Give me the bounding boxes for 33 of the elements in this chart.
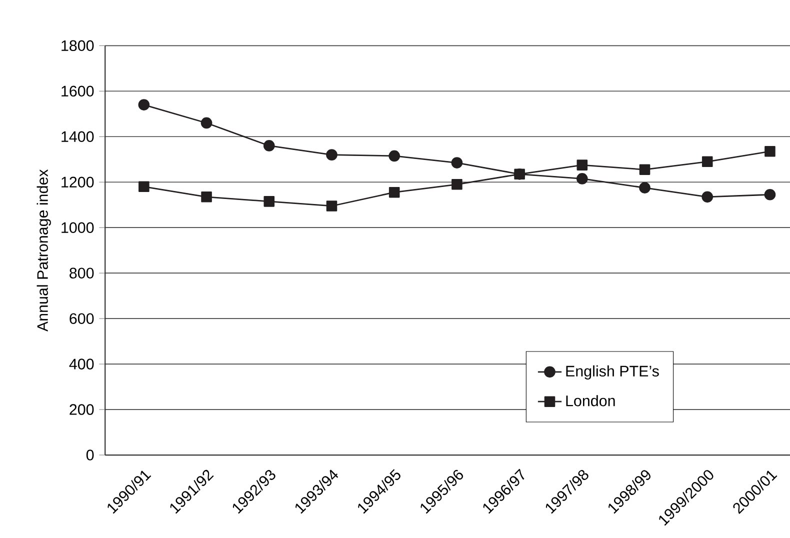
- point: [388, 186, 400, 198]
- point: [326, 149, 338, 160]
- y-tick-label: 1400: [62, 131, 94, 142]
- y-tick-label: 0: [86, 450, 94, 460]
- point: [388, 150, 400, 162]
- point: [263, 140, 275, 152]
- y-tick-label: 800: [70, 268, 94, 278]
- y-tick-label: 200: [70, 404, 94, 415]
- y-tick-label: 1800: [62, 40, 94, 52]
- point: [452, 178, 462, 190]
- point: [138, 99, 150, 110]
- point: [264, 196, 275, 207]
- point: [639, 164, 650, 175]
- point: [576, 173, 588, 184]
- point: [576, 160, 588, 170]
- y-tick-label: 400: [69, 358, 94, 370]
- point: [138, 181, 150, 192]
- y-tick-label: 1200: [62, 176, 94, 188]
- point: [639, 182, 650, 194]
- point: [326, 200, 338, 212]
- point: [702, 191, 714, 203]
- y-tick-label: 600: [70, 313, 94, 324]
- legend-label: London: [566, 395, 615, 406]
- point: [764, 188, 776, 200]
- legend-label: English PTE’s: [566, 365, 659, 380]
- y-tick-label: 1600: [62, 86, 94, 97]
- point: [201, 191, 212, 202]
- y-axis-title: Annual Patronage index: [36, 169, 51, 332]
- y-tick-label: 1000: [62, 222, 94, 233]
- point: [764, 146, 776, 157]
- point: [200, 117, 212, 129]
- point: [451, 157, 463, 168]
- point: [702, 156, 713, 168]
